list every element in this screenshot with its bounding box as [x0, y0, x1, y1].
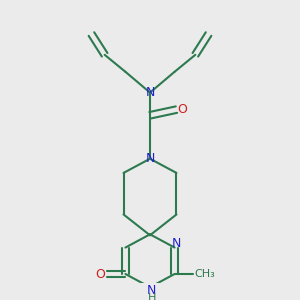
Text: N: N	[147, 284, 157, 297]
Text: O: O	[95, 268, 105, 281]
Text: N: N	[172, 237, 181, 250]
Text: O: O	[177, 103, 187, 116]
Text: CH₃: CH₃	[194, 269, 215, 279]
Text: H: H	[148, 292, 156, 300]
Text: N: N	[145, 152, 155, 165]
Text: N: N	[145, 86, 155, 99]
